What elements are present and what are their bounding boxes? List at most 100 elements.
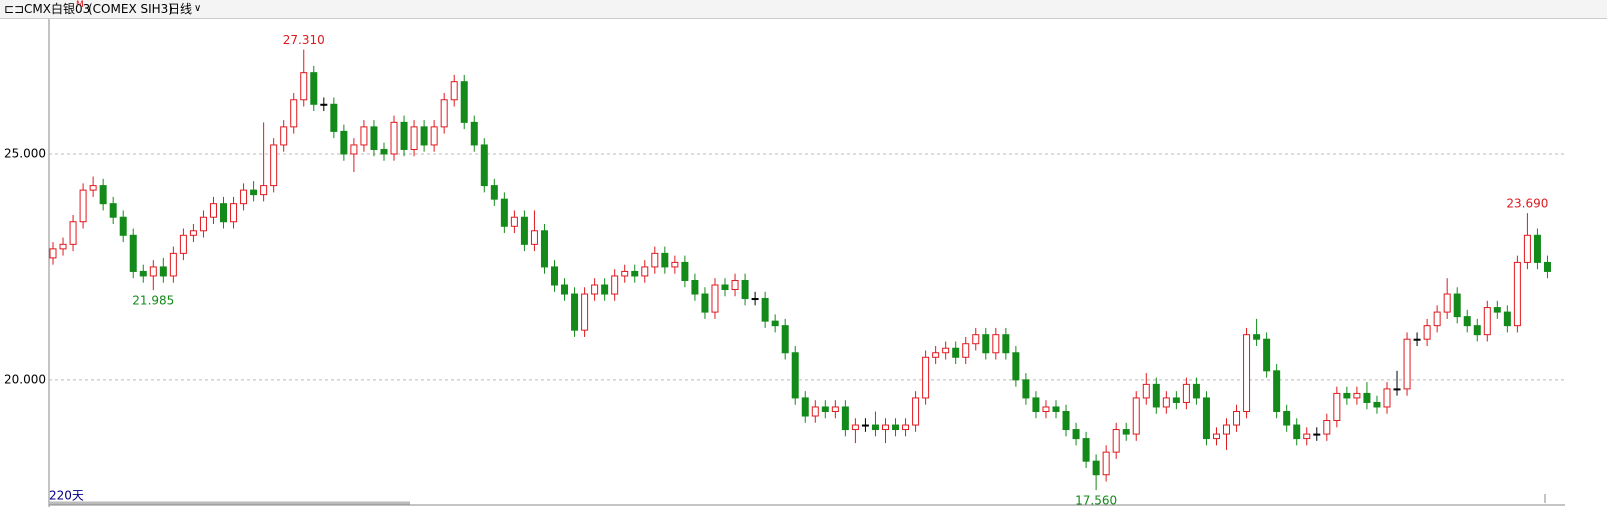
code: (COMEX SIH3) [88, 2, 173, 16]
candle-body [460, 81, 468, 123]
candle-body [601, 284, 609, 295]
y-tick-label: 20.000 [4, 372, 46, 386]
candle-body [99, 185, 107, 205]
candle-body [1212, 433, 1220, 440]
candle-body [1042, 406, 1050, 412]
candle-body [1243, 334, 1251, 412]
candle-body [701, 293, 709, 313]
candle-body [500, 198, 508, 227]
candle-body [159, 266, 167, 277]
candle-body [310, 72, 318, 105]
candle-body [1373, 401, 1381, 408]
candle-body [1533, 234, 1541, 263]
candle-body [1343, 392, 1351, 399]
candle-body [1182, 383, 1190, 403]
candle-body [1132, 397, 1140, 435]
candle-body [631, 270, 639, 277]
candle-body [962, 343, 970, 358]
candle-body [761, 298, 769, 322]
candle-body [1202, 397, 1210, 440]
candle-body [1052, 406, 1060, 412]
candle-body [79, 189, 87, 223]
candle-body [1012, 352, 1020, 381]
candle-body [1323, 420, 1331, 435]
candle-body [1072, 429, 1080, 440]
candle-body [1513, 261, 1521, 327]
candle-body [1293, 424, 1301, 440]
candle-body [952, 347, 960, 358]
candle-body [691, 279, 699, 295]
badge: M [76, 0, 84, 10]
candle-body [1122, 429, 1130, 435]
candle-body [530, 230, 538, 245]
extreme-label: 21.985 [132, 294, 174, 308]
candle-body [520, 216, 528, 245]
candle-body [1142, 383, 1150, 399]
period[interactable]: 日线 [168, 2, 193, 16]
candle-body [721, 284, 729, 291]
candle-body [1223, 424, 1231, 435]
candle-body [871, 424, 879, 431]
dropdown-arrow[interactable]: ∨ [194, 3, 202, 14]
candle-body [571, 293, 579, 331]
candle-body [912, 397, 920, 426]
candle-body [270, 144, 278, 187]
candle-body [129, 234, 137, 272]
candle-body [892, 424, 900, 431]
candle-body [922, 356, 930, 399]
candle-body [1303, 433, 1311, 440]
candle-body [89, 185, 97, 191]
candle-body [932, 352, 940, 358]
candle-body [400, 121, 408, 150]
candle-body [1423, 325, 1431, 340]
candle-body [1543, 261, 1551, 272]
candle-body [540, 230, 548, 268]
candle-body [119, 216, 127, 236]
candle-body [480, 144, 488, 187]
window-label: 220天 [49, 489, 84, 503]
candle-body [1112, 429, 1120, 453]
candle-body [902, 424, 910, 431]
candle-body [440, 99, 448, 128]
candle-body [290, 99, 298, 128]
candle-body [280, 126, 288, 146]
candle-body [861, 424, 869, 427]
candle-body [1152, 383, 1160, 408]
candle-body [350, 144, 358, 155]
candle-body [651, 252, 659, 268]
candle-body [841, 406, 849, 431]
candle-body [711, 284, 719, 313]
candle-body [561, 284, 569, 295]
candle-body [661, 252, 669, 268]
candle-body [109, 203, 117, 218]
candle-body [199, 216, 207, 232]
candle-body [209, 203, 217, 218]
candle-body [1162, 397, 1170, 408]
extreme-label: 17.560 [1075, 494, 1117, 508]
candle-body [1503, 311, 1511, 327]
candle-body [380, 148, 388, 155]
candle-body [1453, 293, 1461, 318]
candle-body [741, 279, 749, 300]
candle-body [1493, 307, 1501, 313]
candle-body [1273, 370, 1281, 412]
candle-body [470, 121, 478, 146]
candle-body [1483, 307, 1491, 336]
candle-body [1443, 293, 1451, 313]
candle-body [1413, 338, 1421, 341]
candle-body [1172, 397, 1180, 403]
candle-body [1383, 388, 1391, 408]
candle-body [1092, 460, 1100, 476]
candle-body [1403, 338, 1411, 390]
candle-body [1363, 392, 1371, 403]
candle-body [149, 266, 157, 277]
candle-body [139, 270, 147, 277]
candle-body [1393, 388, 1401, 391]
candle-body [300, 72, 308, 101]
candle-body [751, 298, 759, 301]
candle-body [240, 189, 248, 205]
candle-body [681, 261, 689, 281]
candle-body [1022, 379, 1030, 399]
candle-body [1523, 234, 1531, 263]
